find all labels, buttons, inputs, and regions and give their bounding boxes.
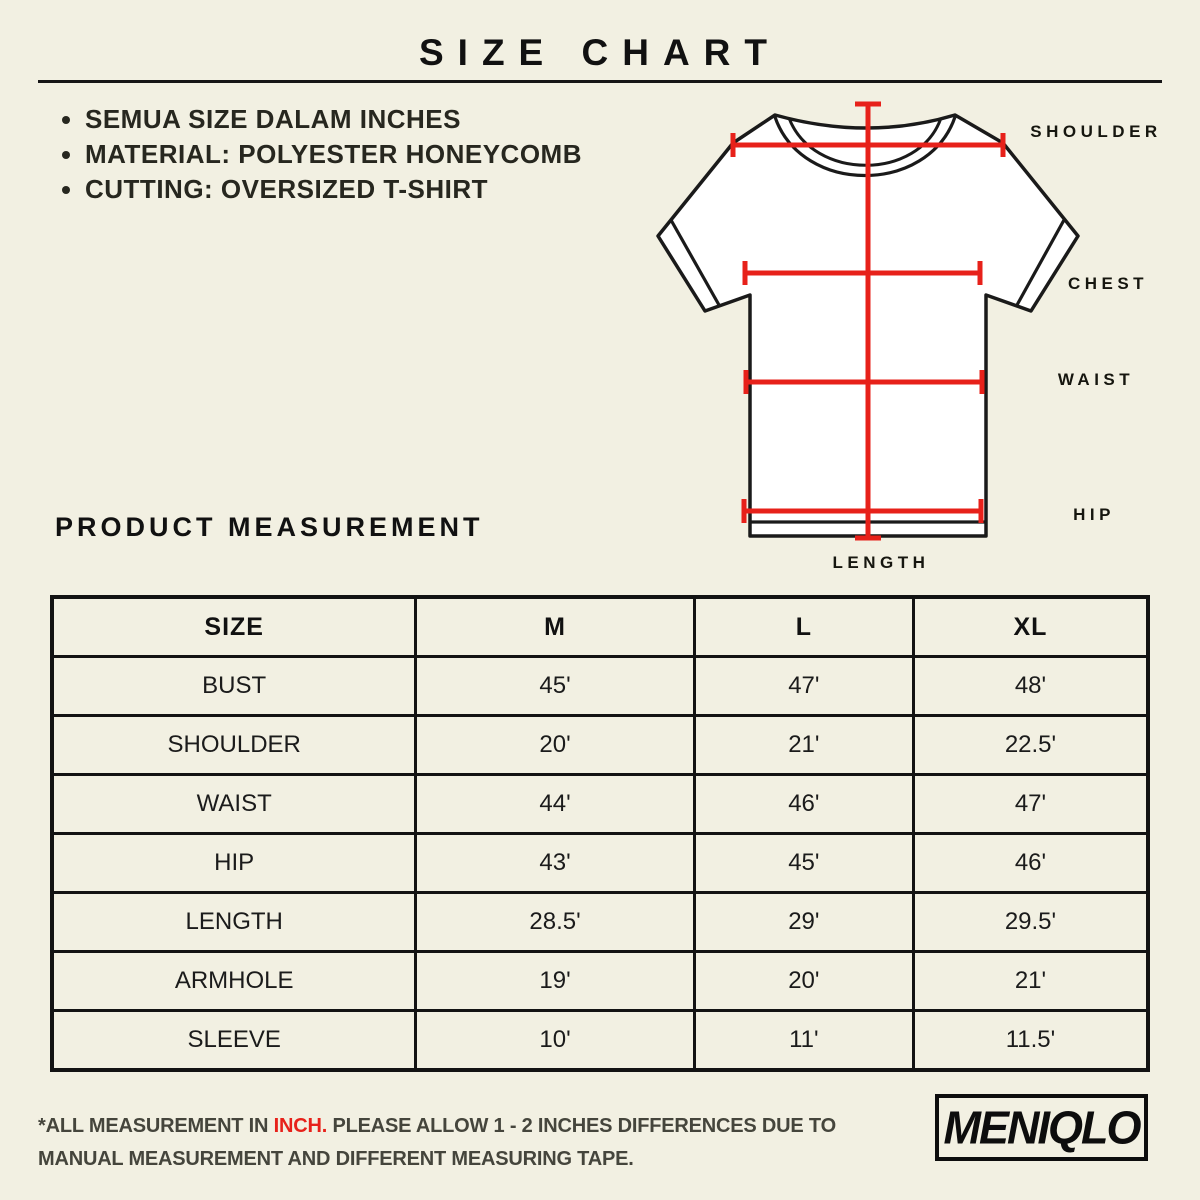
table-row: LENGTH 28.5' 29' 29.5'	[50, 891, 1150, 953]
disclaimer-suffix: PLEASE ALLOW 1 - 2 INCHES DIFFERENCES DU…	[38, 1115, 836, 1170]
measurement-disclaimer: *ALL MEASUREMENT IN INCH. PLEASE ALLOW 1…	[38, 1110, 868, 1176]
cell-value: 20'	[414, 714, 696, 776]
measurement-table: SIZE M L XL BUST 45' 47' 48' SHOULDER 20…	[50, 595, 1150, 1072]
cell-value: 10'	[414, 1009, 696, 1072]
cell-value: 11'	[692, 1009, 915, 1072]
right-cuff-line	[1015, 219, 1066, 306]
row-label: BUST	[50, 655, 418, 717]
disclaimer-inch-highlight: INCH.	[273, 1115, 328, 1137]
shoulder-label: SHOULDER	[1030, 122, 1162, 141]
table-header-row: SIZE M L XL	[50, 595, 1150, 658]
cell-value: 47'	[911, 773, 1150, 835]
table-row: WAIST 44' 46' 47'	[50, 773, 1150, 835]
cell-value: 22.5'	[911, 714, 1150, 776]
cell-value: 29'	[692, 891, 915, 953]
left-cuff-line	[669, 219, 721, 306]
note-text: SEMUA SIZE DALAM INCHES	[85, 104, 461, 134]
row-label: LENGTH	[50, 891, 418, 953]
table-row: ARMHOLE 19' 20' 21'	[50, 950, 1150, 1012]
length-label: LENGTH	[832, 553, 930, 572]
col-header-size: SIZE	[50, 595, 418, 658]
row-label: SLEEVE	[50, 1009, 418, 1072]
note-item: MATERIAL: POLYESTER HONEYCOMB	[62, 139, 582, 170]
col-header-m: M	[414, 595, 696, 658]
cell-value: 46'	[911, 832, 1150, 894]
row-label: ARMHOLE	[50, 950, 418, 1012]
cell-value: 48'	[911, 655, 1150, 717]
cell-value: 45'	[692, 832, 915, 894]
table-row: SLEEVE 10' 11' 11.5'	[50, 1009, 1150, 1072]
title-divider	[38, 80, 1162, 83]
cell-value: 29.5'	[911, 891, 1150, 953]
row-label: WAIST	[50, 773, 418, 835]
row-label: HIP	[50, 832, 418, 894]
bullet-icon	[62, 150, 70, 159]
cell-value: 28.5'	[414, 891, 696, 953]
cell-value: 45'	[414, 655, 696, 717]
note-item: CUTTING: OVERSIZED T-SHIRT	[62, 174, 582, 205]
brand-logo-text: MENIQLO	[943, 1100, 1142, 1153]
cell-value: 19'	[414, 950, 696, 1012]
col-header-xl: XL	[911, 595, 1150, 658]
hip-label: HIP	[1073, 505, 1115, 524]
row-label: SHOULDER	[50, 714, 418, 776]
col-header-l: L	[692, 595, 915, 658]
note-text: CUTTING: OVERSIZED T-SHIRT	[85, 174, 488, 204]
bullet-icon	[62, 115, 70, 124]
waist-label: WAIST	[1057, 370, 1135, 389]
table-row: HIP 43' 45' 46'	[50, 832, 1150, 894]
section-title: PRODUCT MEASUREMENT	[55, 512, 484, 542]
tshirt-svg	[656, 101, 1080, 541]
brand-logo: MENIQLO	[935, 1094, 1148, 1161]
cell-value: 21'	[911, 950, 1150, 1012]
cell-value: 20'	[692, 950, 915, 1012]
cell-value: 21'	[692, 714, 915, 776]
note-item: SEMUA SIZE DALAM INCHES	[62, 104, 582, 135]
cell-value: 43'	[414, 832, 696, 894]
bullet-icon	[62, 185, 70, 194]
cell-value: 47'	[692, 655, 915, 717]
cell-value: 46'	[692, 773, 915, 835]
product-notes: SEMUA SIZE DALAM INCHES MATERIAL: POLYES…	[62, 104, 582, 205]
chest-label: CHEST	[1067, 274, 1149, 293]
page-title: SIZE CHART	[419, 32, 781, 73]
note-text: MATERIAL: POLYESTER HONEYCOMB	[85, 139, 582, 169]
cell-value: 44'	[414, 773, 696, 835]
disclaimer-prefix: *ALL MEASUREMENT IN	[38, 1115, 274, 1137]
table-row: BUST 45' 47' 48'	[50, 655, 1150, 717]
cell-value: 11.5'	[911, 1009, 1150, 1072]
tshirt-diagram	[635, 88, 1095, 568]
table-row: SHOULDER 20' 21' 22.5'	[50, 714, 1150, 776]
measure-lines	[730, 101, 1006, 541]
